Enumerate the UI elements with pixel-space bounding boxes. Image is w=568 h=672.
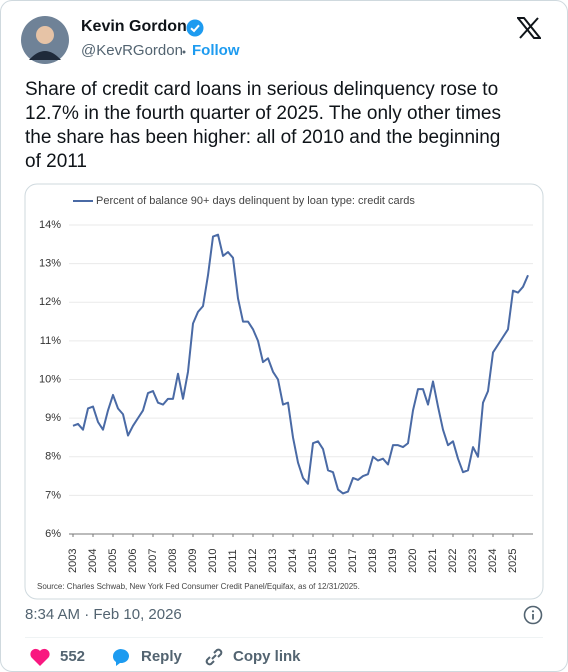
x-tick-label: 2011 (227, 549, 239, 573)
x-tick-label: 2012 (247, 549, 259, 573)
reply-icon[interactable] (110, 647, 132, 667)
x-tick-label: 2004 (87, 549, 99, 573)
x-logo[interactable] (517, 17, 541, 39)
chart-frame (24, 183, 544, 600)
x-tick-label: 2022 (447, 549, 459, 573)
divider (25, 637, 543, 638)
x-tick-label: 2007 (147, 549, 159, 573)
info-icon[interactable] (523, 605, 543, 625)
author-handle[interactable]: @KevRGordon (81, 42, 183, 59)
avatar[interactable] (21, 16, 69, 64)
x-tick-label: 2016 (327, 549, 339, 573)
data-line (72, 233, 529, 495)
legend-label: Percent of balance 90+ days delinquent b… (96, 195, 415, 207)
x-tick-label: 2023 (467, 549, 479, 573)
x-tick-label: 2015 (307, 549, 319, 573)
x-tick-label: 2020 (407, 549, 419, 573)
reply-button[interactable]: Reply (141, 648, 182, 665)
x-tick-label: 2021 (427, 549, 439, 573)
timestamp[interactable]: 8:34 AM · Feb 10, 2026 (25, 606, 182, 623)
author-name[interactable]: Kevin Gordon (81, 18, 187, 35)
separator-dot (182, 50, 186, 54)
x-tick-label: 2025 (507, 549, 519, 573)
y-tick-label: 13% (39, 258, 61, 270)
y-tick-label: 8% (45, 451, 61, 463)
x-tick-label: 2006 (127, 549, 139, 573)
x-tick-label: 2024 (487, 549, 499, 573)
x-tick-label: 2008 (167, 549, 179, 573)
tweet-text: Share of credit card loans in serious de… (25, 79, 499, 100)
chart: 6% 7% 8% 9% 10% 11% 12% 13% 14% 2003 2004 2005 2006 2… (24, 183, 544, 600)
tweet-text: the share has been higher: all of 2010 a… (25, 127, 501, 148)
like-count[interactable]: 552 (60, 648, 86, 665)
tweet-text: of 2011 (25, 151, 87, 172)
x-tick-label: 2003 (67, 549, 79, 573)
x-tick-label: 2017 (347, 549, 359, 573)
x-tick-label: 2013 (267, 549, 279, 573)
x-tick-label: 2010 (207, 549, 219, 573)
follow-button[interactable]: Follow (192, 42, 240, 59)
y-tick-label: 10% (39, 373, 61, 385)
x-tick-label: 2005 (107, 549, 119, 573)
y-tick-label: 12% (39, 296, 61, 308)
x-tick-label: 2018 (367, 549, 379, 573)
y-tick-label: 6% (45, 528, 61, 540)
y-tick-label: 11% (40, 335, 61, 347)
x-tick-label: 2009 (187, 549, 199, 573)
y-tick-label: 9% (45, 412, 61, 424)
link-icon[interactable] (203, 647, 225, 667)
like-icon[interactable] (29, 647, 51, 667)
y-tick-label: 7% (45, 489, 61, 501)
x-tick-label: 2014 (287, 549, 299, 573)
chart-source: Source: Charles Schwab, New York Fed Con… (37, 582, 360, 591)
y-tick-label: 14% (39, 219, 61, 231)
verified-badge (186, 19, 204, 37)
copy-link-button[interactable]: Copy link (233, 648, 301, 665)
tweet-text: 12.7% in the fourth quarter of 2025. The… (25, 103, 501, 124)
x-tick-label: 2019 (387, 549, 399, 573)
